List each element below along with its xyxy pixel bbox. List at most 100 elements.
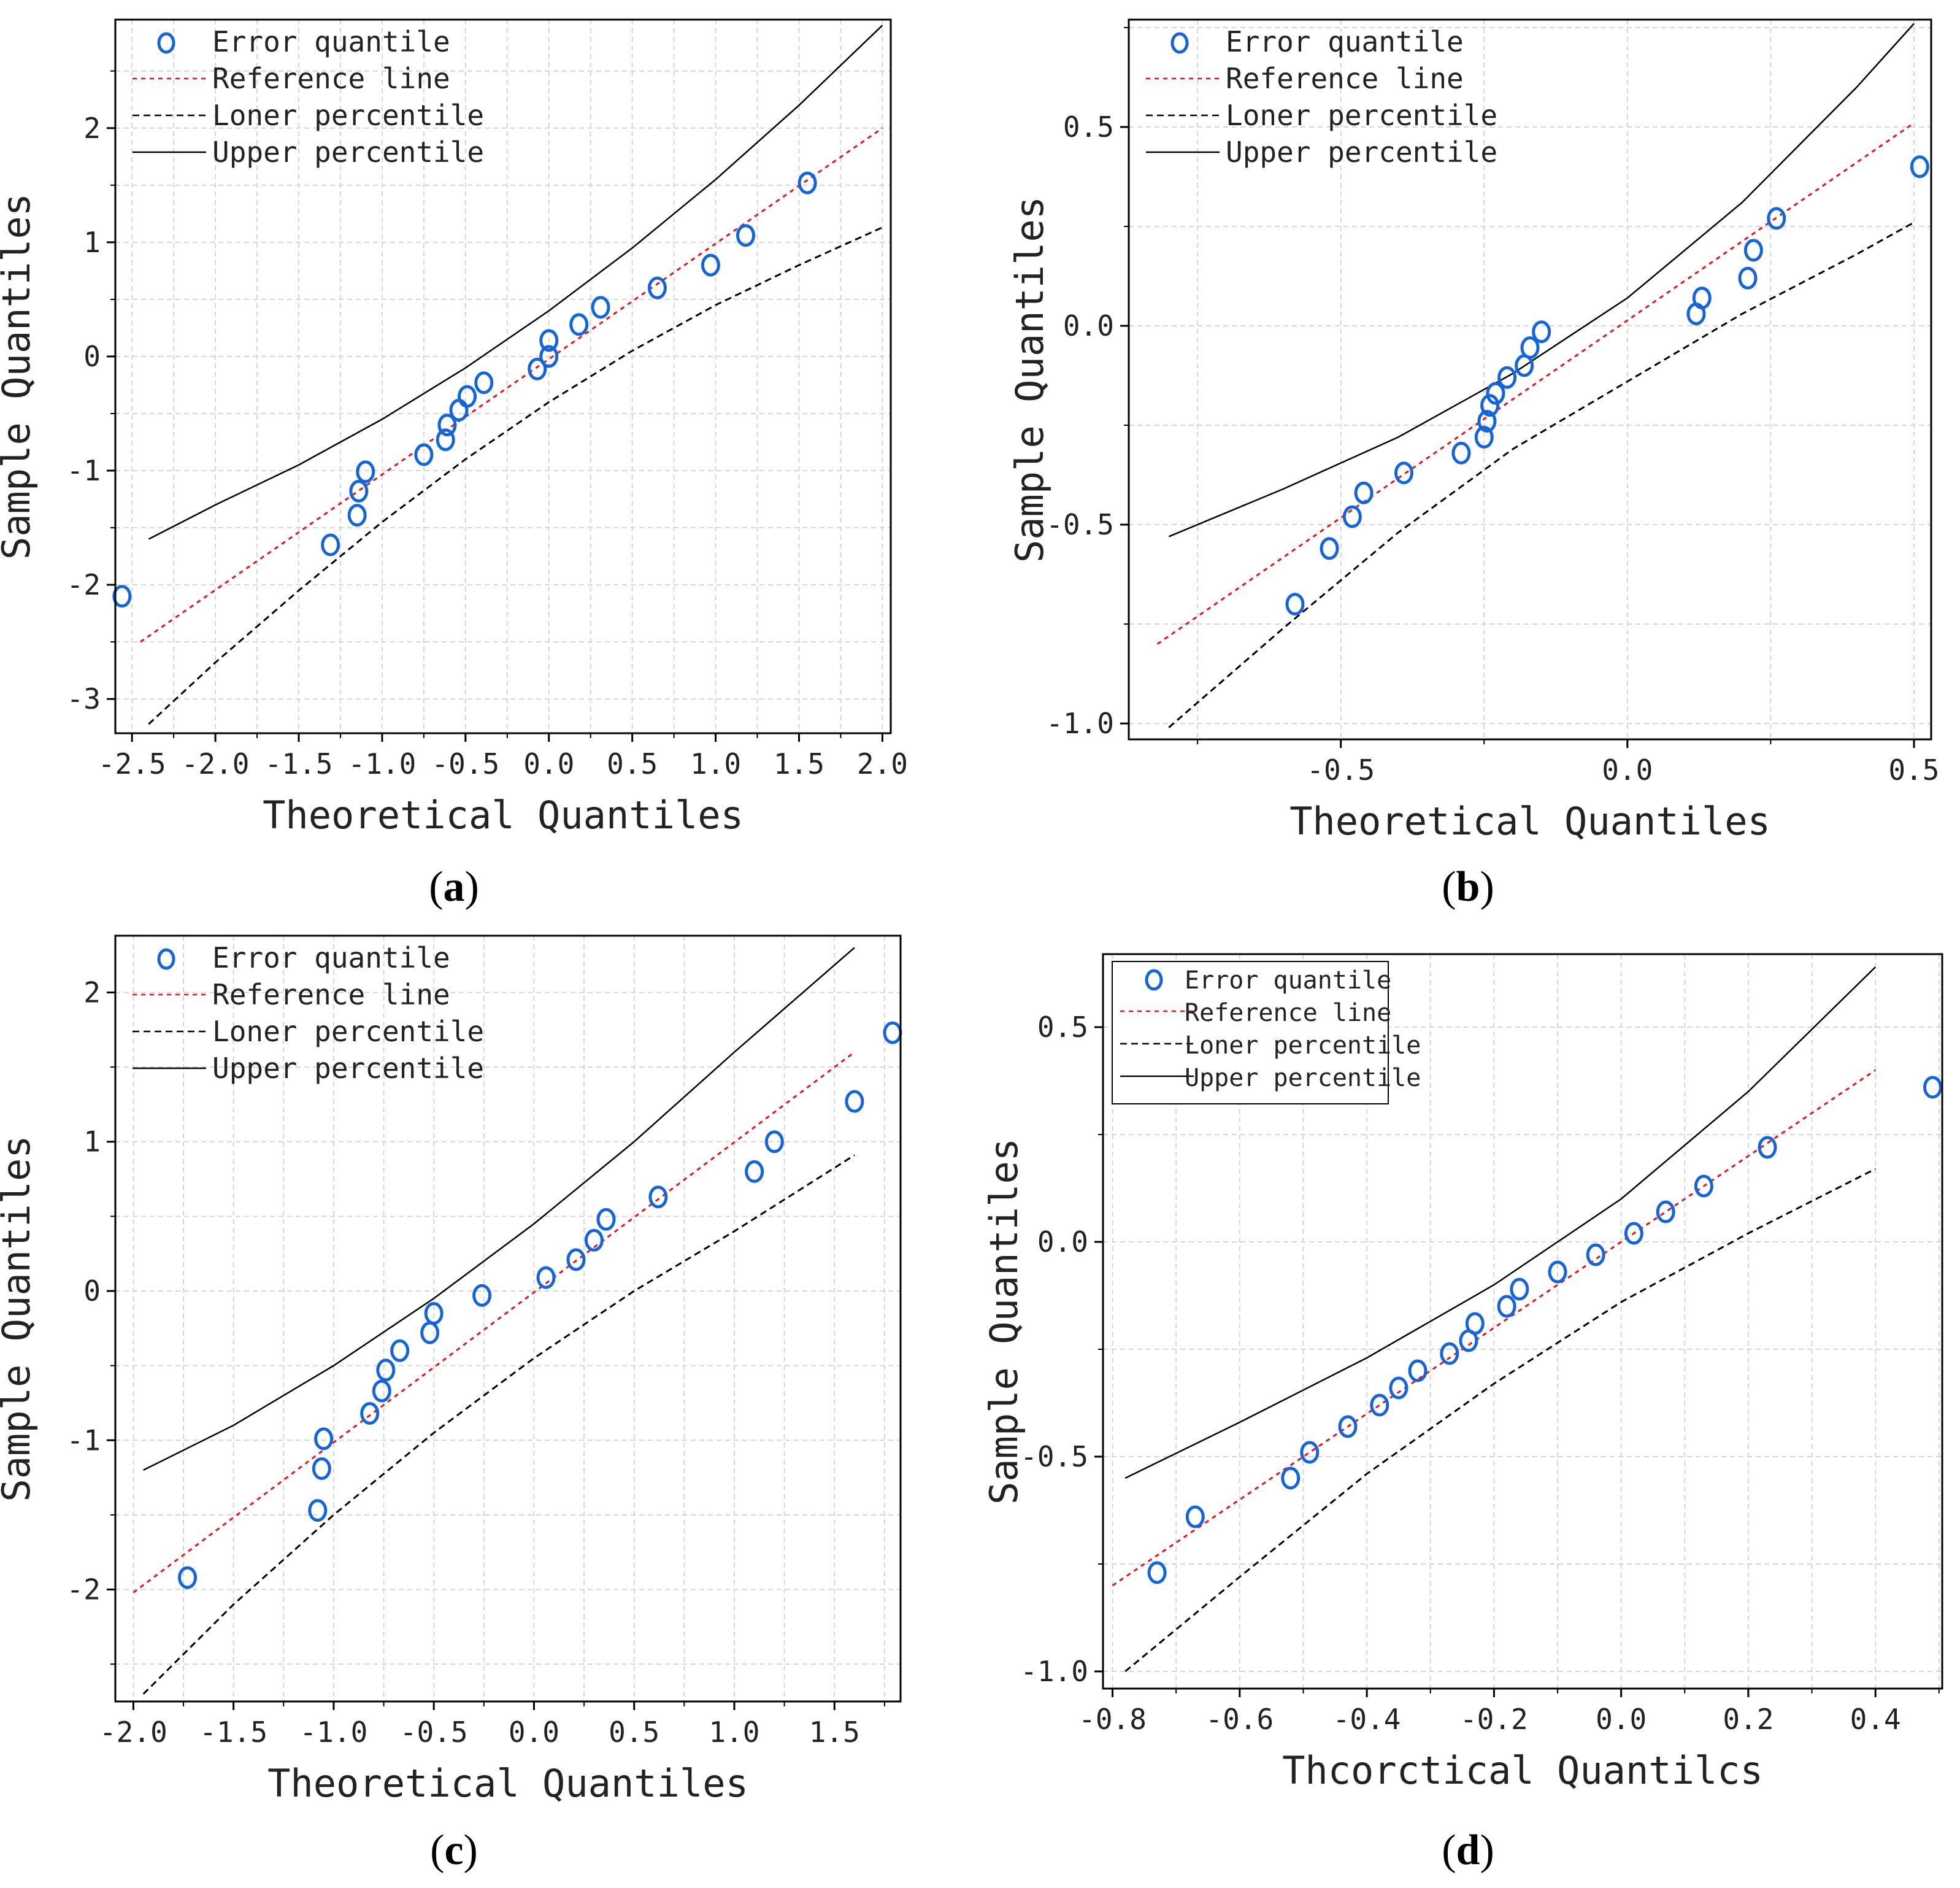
data-point <box>1408 1359 1428 1382</box>
panel-d: -0.8 -0.6 -0.4 -0.2 0.0 0.2 0.4 -1.0 -0.5 0.0 0.5… <box>982 953 1943 1874</box>
data-point <box>528 357 547 380</box>
panel-a-legend: Error quantile Reference line Loner perc… <box>133 25 484 169</box>
y-tick-label: 2 <box>83 976 101 1009</box>
series-line-loner-percentile <box>142 1154 855 1695</box>
data-point <box>312 1457 331 1480</box>
series-line-reference-line <box>133 1051 855 1593</box>
x-tick-label: 0.5 <box>609 1716 659 1749</box>
data-point <box>736 224 756 247</box>
y-tick-label: -1 <box>67 454 101 487</box>
legend-entry-reference-line: Reference line <box>1146 62 1464 95</box>
panel-d-frame <box>1102 953 1943 1690</box>
data-point <box>1474 425 1494 449</box>
legend-label: Error quantile <box>1226 25 1464 58</box>
x-tick-label: 1.0 <box>709 1716 759 1749</box>
legend-entry-loner-percentile: Loner percentile <box>1146 99 1497 132</box>
panel-b-legend: Error quantile Reference line Loner perc… <box>1146 25 1497 169</box>
data-point <box>472 1284 492 1307</box>
data-point <box>1510 1277 1529 1301</box>
data-point <box>424 1301 444 1325</box>
data-point <box>1738 266 1758 290</box>
data-point <box>436 428 455 452</box>
legend-circle <box>157 32 175 54</box>
data-point <box>536 1266 556 1289</box>
data-point <box>1440 1342 1459 1365</box>
series-line-loner-percentile <box>1124 1168 1876 1673</box>
panel-c-x-axis-title: Theoretical Quantiles <box>267 1761 748 1806</box>
panel-b: -0.5 0.0 0.5 -1.0 -0.5 0.0 0.5 Theoretical Qu… <box>1007 18 1940 911</box>
x-tick-label: -2.5 <box>98 747 166 780</box>
y-tick-label: -1.0 <box>1020 1655 1088 1688</box>
data-point <box>1532 320 1551 344</box>
panel-b-y-ticks: -1.0 -0.5 0.0 0.5 <box>1046 26 1129 740</box>
panel-b-x-ticks: -0.5 0.0 0.5 <box>1197 739 1940 787</box>
panel-a-x-axis-title: Theoretical Quantiles <box>263 793 744 838</box>
data-point <box>1281 1466 1301 1490</box>
y-tick-label: -3 <box>67 682 101 715</box>
data-point <box>1624 1222 1643 1245</box>
x-tick-label: -1.5 <box>265 747 333 780</box>
data-point <box>1354 481 1374 504</box>
legend-entry-error-quantile: Error quantile <box>1170 25 1464 58</box>
y-tick-label: -1.0 <box>1046 707 1114 740</box>
data-point <box>1370 1393 1389 1417</box>
panel-d-y-axis-title: Sample Quantiles <box>982 1138 1026 1505</box>
legend-label: Reference line <box>1185 999 1391 1027</box>
data-point <box>376 1358 396 1382</box>
data-point <box>1694 1174 1713 1198</box>
panel-a-x-ticks: -2.5 -2.0 -1.5 -1.0 -0.5 0.0 0.5 1.0 1.5 2.0 <box>98 733 908 780</box>
legend-entry-error-quantile: Error quantile <box>1145 966 1391 995</box>
legend-label: Upper percentile <box>1226 136 1497 169</box>
x-tick-label: -0.5 <box>431 747 499 780</box>
data-point <box>845 1090 864 1113</box>
legend-entry-error-quantile: Error quantile <box>157 941 450 974</box>
legend-label: Loner percentile <box>1226 99 1497 132</box>
data-point <box>1910 155 1929 179</box>
legend-entry-upper-percentile: Upper percentile <box>133 136 484 169</box>
data-point <box>1497 366 1517 389</box>
data-point <box>1338 1415 1358 1438</box>
data-point <box>308 1499 328 1522</box>
y-tick-label: -2 <box>67 1573 101 1606</box>
legend-marker-circle-icon <box>157 948 175 970</box>
data-point <box>1548 1260 1567 1284</box>
panel-c-series <box>133 947 902 1695</box>
x-tick-label: -1.0 <box>348 747 417 780</box>
x-tick-label: 1.5 <box>809 1716 860 1749</box>
data-point <box>1656 1200 1675 1223</box>
legend-marker-circle-icon <box>1170 32 1189 54</box>
panel-a: -2.5 -2.0 -1.5 -1.0 -0.5 0.0 0.5 1.0 1.5 2.0 -3 -2… <box>0 18 908 911</box>
legend-circle <box>1170 32 1189 54</box>
data-point <box>539 345 559 368</box>
data-point <box>1520 336 1540 360</box>
y-tick-label: 1 <box>83 1125 101 1158</box>
legend-entry-upper-percentile: Upper percentile <box>1146 136 1497 169</box>
x-tick-label: 0.0 <box>523 747 574 780</box>
legend-label: Loner percentile <box>212 1015 484 1048</box>
legend-label: Reference line <box>212 978 450 1011</box>
panel-d-x-ticks: -0.8 -0.6 -0.4 -0.2 0.0 0.2 0.4 <box>1078 1689 1940 1736</box>
data-point <box>745 1160 764 1183</box>
data-point <box>372 1379 391 1403</box>
data-point <box>437 414 457 437</box>
x-tick-label: -2.0 <box>99 1716 167 1749</box>
data-point <box>360 1401 380 1425</box>
x-tick-label: -0.4 <box>1333 1703 1401 1736</box>
legend-circle <box>157 948 175 970</box>
y-tick-label: 0 <box>83 1274 101 1308</box>
y-tick-label: 0.0 <box>1063 309 1114 342</box>
data-point <box>1743 239 1763 262</box>
y-tick-label: -0.5 <box>1020 1440 1088 1473</box>
x-tick-label: 0.4 <box>1850 1703 1901 1736</box>
data-point <box>1451 441 1471 464</box>
x-tick-label: 0.0 <box>509 1716 559 1749</box>
x-tick-label: 2.0 <box>857 747 908 780</box>
legend-entry-reference-line: Reference line <box>1120 999 1391 1027</box>
legend-marker-circle-icon <box>1145 969 1163 991</box>
panel-a-caption: (a) <box>429 863 479 911</box>
data-point <box>647 276 667 299</box>
data-point <box>1923 1076 1942 1099</box>
data-point <box>1389 1376 1409 1400</box>
data-point <box>584 1228 604 1252</box>
